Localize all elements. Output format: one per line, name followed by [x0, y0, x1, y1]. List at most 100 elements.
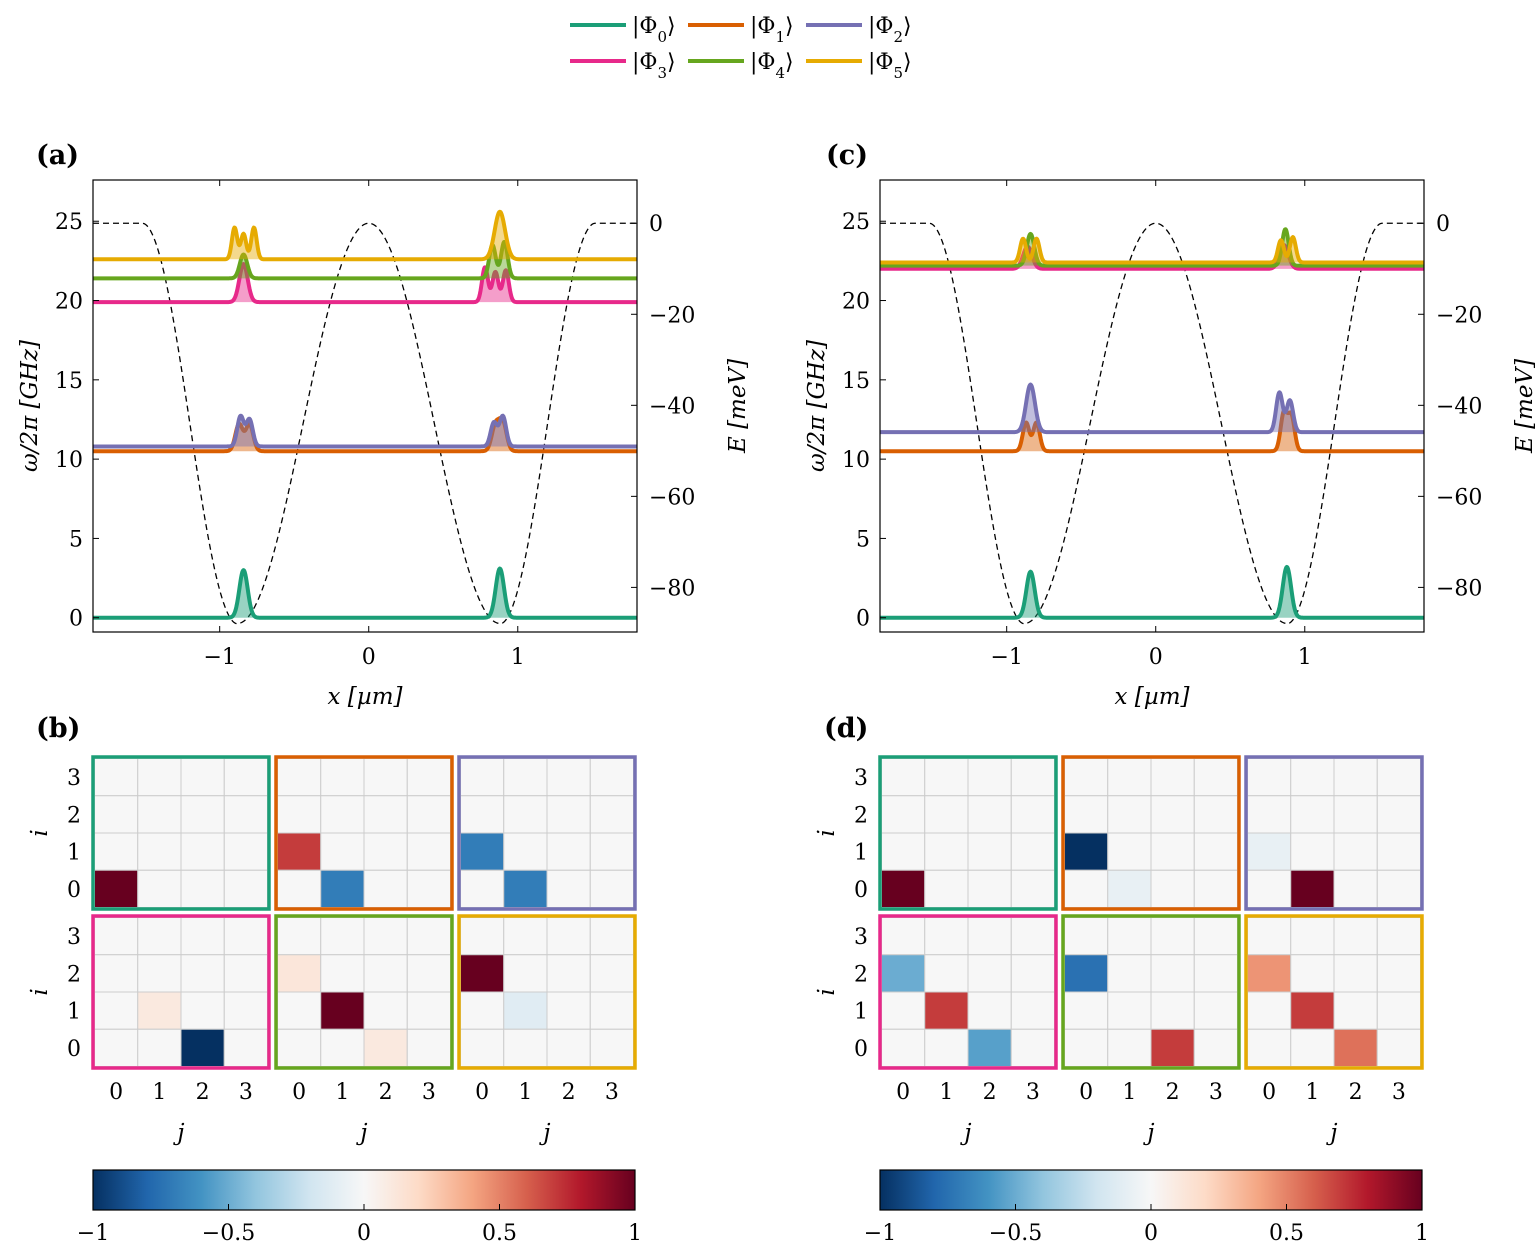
matrix-cell	[1290, 954, 1335, 993]
matrix-cell	[1150, 954, 1195, 993]
j-tick-label: 2	[379, 1080, 393, 1105]
matrix-cell	[1107, 832, 1152, 871]
series-fill	[880, 229, 1424, 266]
matrix-cell	[1193, 758, 1238, 797]
matrix-cell	[546, 954, 591, 993]
matrix-cell	[1376, 869, 1421, 908]
matrix-1	[274, 755, 454, 911]
y2-axis-label: E [meV]	[725, 359, 751, 454]
legend-label: |Φ4⟩	[750, 50, 794, 82]
matrix-border	[274, 755, 454, 911]
matrix-cell	[137, 954, 182, 993]
matrix-cell	[1376, 795, 1421, 834]
matrix-cell	[1290, 758, 1335, 797]
matrix-cell	[1376, 832, 1421, 871]
matrix-cell	[137, 917, 182, 956]
series-fill	[93, 211, 637, 260]
matrix-cell	[180, 795, 225, 834]
matrix-2	[1244, 755, 1424, 911]
matrix-cell	[1150, 869, 1195, 908]
matrix-cell	[1150, 917, 1195, 956]
matrix-cell	[1247, 832, 1292, 871]
matrix-cell	[180, 917, 225, 956]
y2-tick-label: −40	[1436, 394, 1482, 419]
matrix-cell	[460, 991, 505, 1030]
colorbar-tick-label: −0.5	[989, 1221, 1042, 1246]
y-tick-label: 10	[842, 448, 870, 473]
i-tick-label: 1	[854, 841, 868, 866]
legend-label: |Φ1⟩	[750, 14, 794, 46]
matrix-cell	[277, 869, 322, 908]
matrix-border	[457, 914, 637, 1070]
matrix-cell	[460, 1028, 505, 1067]
colorbar-tick-label: −0.5	[202, 1221, 255, 1246]
potential-curve	[93, 222, 637, 625]
j-tick-label: 1	[1122, 1080, 1136, 1105]
matrix-border	[878, 914, 1058, 1070]
matrix-cell	[277, 832, 322, 871]
y-tick-label: 5	[69, 527, 83, 552]
matrix-cell	[924, 795, 969, 834]
matrix-cell	[967, 869, 1012, 908]
series-line	[93, 413, 637, 449]
matrix-border	[457, 755, 637, 911]
matrix-cell	[1333, 795, 1378, 834]
i-tick-label: 3	[854, 925, 868, 950]
matrix-cell	[1290, 869, 1335, 908]
colorbar-left: −1 −0.5 0 0.5 1	[77, 1169, 642, 1246]
matrix-cell	[223, 758, 268, 797]
matrix-4	[1061, 914, 1241, 1070]
panel-label-a: (a)	[36, 140, 79, 171]
matrix-cell	[137, 795, 182, 834]
matrix-cell	[503, 758, 548, 797]
y-tick-label: 15	[55, 369, 83, 394]
j-axis-label: j	[538, 1120, 550, 1146]
matrix-cell	[277, 795, 322, 834]
j-tick-label: 2	[562, 1080, 576, 1105]
matrix-cell	[503, 832, 548, 871]
y-tick-label: 10	[55, 448, 83, 473]
matrix-cell	[94, 832, 139, 871]
matrix-cell	[94, 1028, 139, 1067]
y-tick-label: 0	[69, 607, 83, 632]
panel-label-d: (d)	[824, 713, 868, 744]
series-fill	[880, 237, 1424, 263]
matrix-3	[91, 914, 271, 1070]
panel-label-b: (b)	[36, 713, 80, 744]
series-line	[880, 382, 1424, 435]
matrix-cell	[881, 758, 926, 797]
x-tick-label: 1	[1298, 645, 1312, 670]
matrix-cell	[967, 1028, 1012, 1067]
series-fill	[880, 566, 1424, 618]
matrix-cell	[1193, 954, 1238, 993]
matrix-cell	[1376, 1028, 1421, 1067]
matrix-cell	[1064, 1028, 1109, 1067]
matrix-0	[878, 755, 1058, 911]
matrix-cell	[363, 869, 408, 908]
i-tick-label: 3	[854, 766, 868, 791]
matrix-cell	[1107, 758, 1152, 797]
matrix-cell	[180, 869, 225, 908]
matrix-border	[1061, 914, 1241, 1070]
matrix-cell	[589, 954, 634, 993]
matrix-cell	[881, 795, 926, 834]
j-tick-label: 2	[1166, 1080, 1180, 1105]
matrix-cell	[881, 832, 926, 871]
matrix-border	[1061, 755, 1241, 911]
matrix-cell	[94, 758, 139, 797]
matrix-cell	[1150, 1028, 1195, 1067]
matrix-cell	[1290, 832, 1335, 871]
y-tick-label: 25	[55, 210, 83, 235]
matrix-cell	[589, 991, 634, 1030]
x-tick-label: 1	[511, 645, 525, 670]
matrix-cell	[223, 1028, 268, 1067]
i-tick-label: 2	[67, 962, 81, 987]
matrix-cell	[1193, 917, 1238, 956]
matrix-cell	[924, 954, 969, 993]
matrix-cell	[363, 1028, 408, 1067]
j-tick-label: 2	[983, 1080, 997, 1105]
density-matrices-b: 3 2 1 0 i 3 2 1 0 i 0 1 2 3 j 0 1 2 3 j 0 1 2 3 j	[27, 755, 637, 1146]
matrix-cell	[1376, 758, 1421, 797]
i-axis-label: i	[27, 829, 53, 836]
